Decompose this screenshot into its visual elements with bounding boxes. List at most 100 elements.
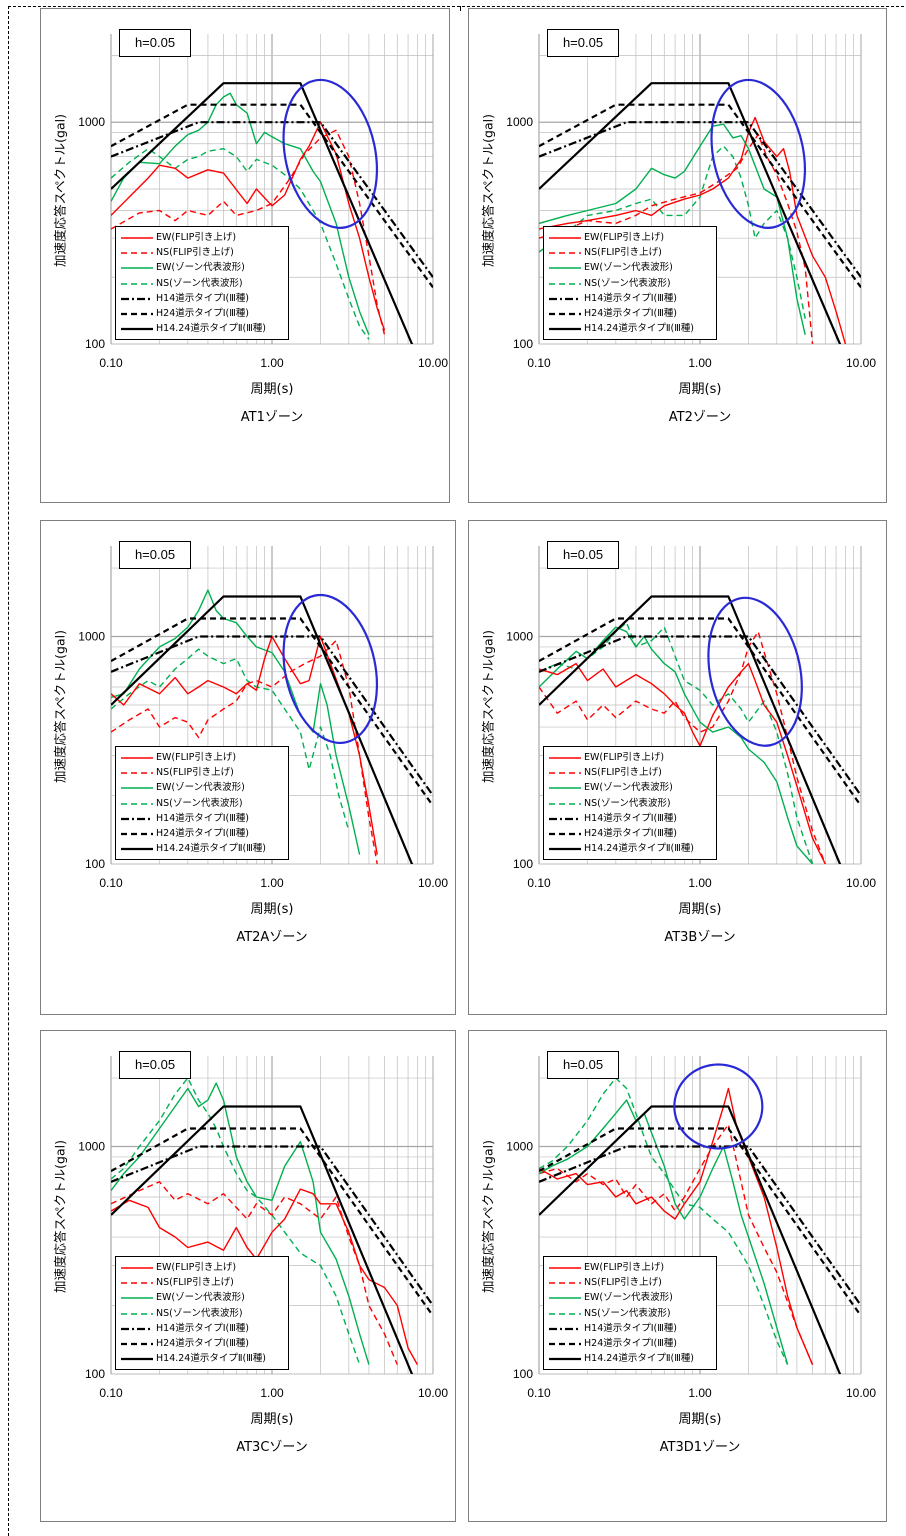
legend-label: H14.24道示タイプⅡ(Ⅲ種) [584, 843, 694, 855]
legend-label: EW(ゾーン代表波形) [156, 782, 245, 794]
legend-entry: EW(FLIP引き上げ) [544, 230, 716, 245]
series-line-5 [111, 1145, 433, 1307]
x-tick-label: 1.00 [688, 1386, 712, 1400]
y-axis-label: 加速度応答スペクトル(gal) [480, 114, 496, 267]
series-line-3 [539, 626, 814, 864]
legend-label: H14.24道示タイプⅡ(Ⅲ種) [156, 843, 266, 855]
series-line-6 [111, 617, 433, 807]
legend-swatch [121, 802, 153, 805]
series-line-4 [539, 1077, 789, 1365]
damping-label: h=0.05 [119, 541, 191, 569]
legend-entry: EW(FLIP引き上げ) [116, 1260, 288, 1275]
legend-swatch [121, 1342, 153, 1346]
chart-title: AT3Cゾーン [236, 1440, 308, 1455]
legend-entry: H14道示タイプⅠ(Ⅲ種) [544, 291, 716, 306]
legend: EW(FLIP引き上げ) NS(FLIP引き上げ) EW(ゾーン代表波形) NS(ゾー… [543, 1256, 717, 1371]
legend: EW(FLIP引き上げ) NS(FLIP引き上げ) EW(ゾーン代表波形) NS(ゾー… [115, 226, 289, 341]
legend-entry: NS(FLIP引き上げ) [544, 245, 716, 260]
legend-swatch [121, 328, 153, 331]
legend-label: H14.24道示タイプⅡ(Ⅲ種) [584, 323, 694, 335]
y-axis-label: 加速度応答スペクトル(gal) [52, 114, 68, 267]
legend-label: EW(ゾーン代表波形) [584, 1292, 673, 1304]
series-group [111, 1077, 433, 1374]
legend-swatch [121, 757, 153, 759]
chart-panel-1: 0.10 1.00 10.00 100 1000 h=0.05 加速度応答スペクトル(gal… [40, 8, 450, 503]
legend-swatch [549, 1282, 581, 1284]
legend-swatch [121, 1327, 153, 1330]
legend-label: NS(FLIP引き上げ) [156, 767, 234, 779]
series-line-6 [539, 1127, 861, 1317]
x-tick-label: 10.00 [418, 356, 448, 370]
y-tick-label: 1000 [78, 115, 105, 129]
legend-label: H14.24道示タイプⅡ(Ⅲ種) [584, 1353, 694, 1365]
y-tick-label: 1000 [506, 1140, 533, 1154]
x-tick-label: 10.00 [418, 1386, 448, 1400]
series-line-2 [111, 639, 378, 864]
legend-swatch [549, 787, 581, 790]
legend-swatch [121, 1297, 153, 1300]
x-axis-label: 周期(s) [250, 382, 294, 397]
legend-entry: EW(FLIP引き上げ) [116, 230, 288, 245]
chart-title: AT3D1ゾーン [659, 1440, 741, 1455]
legend-entry: EW(FLIP引き上げ) [544, 1260, 716, 1275]
chart-panel-6: 0.10 1.00 10.00 100 1000 h=0.05 加速度応答スペクトル(gal… [468, 1030, 887, 1522]
series-line-7 [111, 1105, 414, 1374]
series-line-3 [539, 123, 806, 335]
legend-entry: H14.24道示タイプⅡ(Ⅲ種) [544, 841, 716, 856]
legend-label: EW(ゾーン代表波形) [584, 782, 673, 794]
legend-swatch [549, 312, 581, 316]
legend-label: H24道示タイプⅠ(Ⅲ種) [156, 1337, 249, 1349]
legend-entry: NS(ゾーン代表波形) [116, 276, 288, 291]
legend-label: NS(ゾーン代表波形) [584, 1307, 671, 1319]
series-line-6 [111, 1127, 433, 1317]
highlight-ellipse [282, 78, 379, 229]
chart-svg: 0.10 1.00 10.00 100 1000 [78, 546, 448, 890]
legend-label: NS(ゾーン代表波形) [156, 277, 243, 289]
y-axis-label: 加速度応答スペクトル(gal) [52, 630, 68, 783]
series-line-7 [539, 82, 842, 344]
legend-swatch [121, 297, 153, 300]
legend-label: NS(ゾーン代表波形) [156, 797, 243, 809]
legend-label: H24道示タイプⅠ(Ⅲ種) [156, 307, 249, 319]
legend-label: H24道示タイプⅠ(Ⅲ種) [156, 827, 249, 839]
highlight-ellipse [710, 78, 807, 229]
legend-label: H24道示タイプⅠ(Ⅲ種) [584, 827, 677, 839]
series-line-6 [539, 617, 861, 807]
dashed-frame [8, 6, 904, 1536]
x-tick-label: 0.10 [99, 356, 123, 370]
x-tick-label: 10.00 [846, 876, 876, 890]
x-tick-label: 0.10 [527, 876, 551, 890]
legend-swatch [549, 1358, 581, 1361]
series-line-6 [111, 103, 433, 289]
chart-title: AT1ゾーン [240, 410, 304, 425]
legend-entry: EW(FLIP引き上げ) [116, 750, 288, 765]
legend-entry: NS(FLIP引き上げ) [116, 1275, 288, 1290]
chart-panel-4: 0.10 1.00 10.00 100 1000 h=0.05 加速度応答スペクトル(gal… [468, 520, 887, 1015]
series-line-1 [539, 662, 826, 864]
legend-entry: NS(FLIP引き上げ) [544, 765, 716, 780]
series-line-2 [539, 133, 814, 344]
legend-entry: NS(ゾーン代表波形) [544, 796, 716, 811]
legend-label: H24道示タイプⅠ(Ⅲ種) [584, 307, 677, 319]
legend-label: H24道示タイプⅠ(Ⅲ種) [584, 1337, 677, 1349]
legend-entry: H14.24道示タイプⅡ(Ⅲ種) [116, 841, 288, 856]
series-line-5 [111, 635, 433, 797]
legend-entry: EW(ゾーン代表波形) [544, 260, 716, 275]
chart-svg: 0.10 1.00 10.00 100 1000 [506, 34, 876, 370]
damping-label: h=0.05 [547, 29, 619, 57]
legend-swatch [121, 772, 153, 774]
legend-swatch [121, 1358, 153, 1361]
y-axis-label: 加速度応答スペクトル(gal) [52, 1140, 68, 1293]
legend-swatch [121, 312, 153, 316]
legend-label: EW(FLIP引き上げ) [584, 232, 665, 243]
x-tick-label: 10.00 [846, 1386, 876, 1400]
legend-label: H14道示タイプⅠ(Ⅲ種) [156, 292, 249, 304]
chart-svg: 0.10 1.00 10.00 100 1000 [506, 1056, 876, 1400]
x-tick-label: 1.00 [688, 876, 712, 890]
legend-swatch [121, 848, 153, 851]
series-line-1 [111, 1188, 419, 1365]
series-line-5 [111, 121, 433, 278]
y-tick-label: 1000 [506, 630, 533, 644]
series-line-6 [539, 103, 861, 289]
legend-label: H14道示タイプⅠ(Ⅲ種) [156, 1322, 249, 1334]
